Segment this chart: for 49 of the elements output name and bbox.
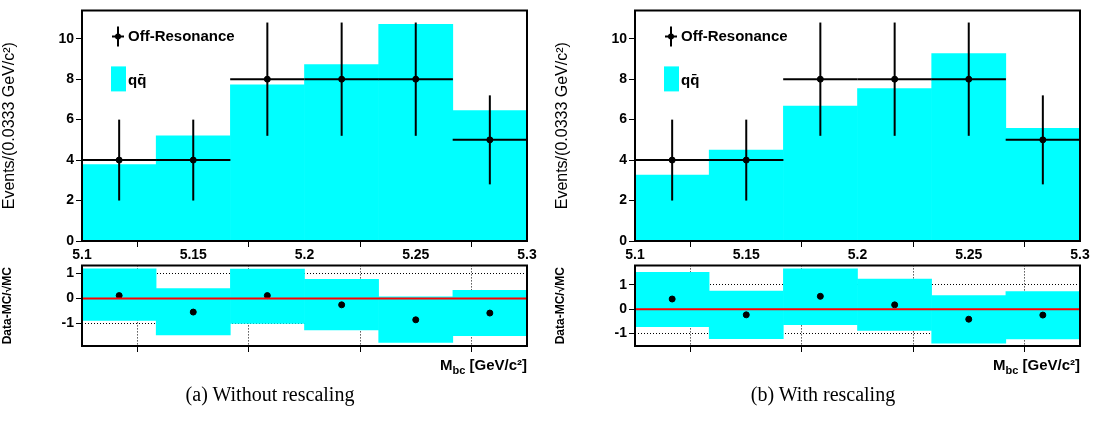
legend-label: qq̄ xyxy=(128,70,147,88)
y-tick-label: 1 xyxy=(619,275,628,292)
y-tick-label: 0 xyxy=(66,289,75,306)
x-tick-label: 5.25 xyxy=(402,246,430,263)
x-tick-label: 5.3 xyxy=(1070,246,1090,263)
y-tick-label: 8 xyxy=(66,70,75,87)
y-tick-label: 6 xyxy=(619,110,628,127)
legend-label: Off-Resonance xyxy=(128,26,235,44)
x-tick-label: 5.2 xyxy=(294,246,315,263)
x-tick-label: 5.3 xyxy=(517,246,537,263)
y-tick-label: 0 xyxy=(619,300,628,317)
y-tick-label: 4 xyxy=(619,150,628,167)
point xyxy=(412,316,420,324)
point xyxy=(816,292,824,300)
y-tick-label: 1 xyxy=(66,264,75,281)
y-tick-label: 10 xyxy=(58,29,75,46)
legend-label: Off-Resonance xyxy=(681,26,788,44)
legend-label: qq̄ xyxy=(681,70,700,88)
y-axis-title: Data-MC/√MC xyxy=(552,266,567,345)
y-tick-label: 6 xyxy=(66,110,75,127)
x-tick-label: 5.15 xyxy=(179,246,208,263)
x-tick-label: 5.2 xyxy=(847,246,868,263)
x-tick-label: 5.1 xyxy=(625,246,645,263)
y-axis-title: Events/(0.0333 GeV/c²) xyxy=(0,42,18,210)
point xyxy=(891,301,899,309)
x-tick-label: 5.15 xyxy=(732,246,761,263)
text: (a) Without rescaling xyxy=(185,383,355,407)
text: (b) With rescaling xyxy=(750,383,896,407)
point xyxy=(742,311,750,319)
y-axis-title: Events/(0.0333 GeV/c²) xyxy=(553,42,571,210)
x-tick-label: 5.25 xyxy=(955,246,983,263)
y-tick-label: 2 xyxy=(619,191,628,208)
point xyxy=(189,308,197,316)
y-tick-label: 8 xyxy=(619,70,628,87)
point xyxy=(338,301,346,309)
y-axis-title: Data-MC/√MC xyxy=(0,266,14,345)
point xyxy=(1039,311,1047,319)
point xyxy=(486,309,494,317)
y-tick-label: -1 xyxy=(61,314,75,331)
y-tick-label: -1 xyxy=(614,324,628,341)
x-tick-label: 5.1 xyxy=(72,246,92,263)
y-tick-label: 10 xyxy=(611,29,628,46)
point xyxy=(263,292,271,300)
point xyxy=(668,295,676,303)
point xyxy=(965,315,973,323)
y-tick-label: 0 xyxy=(66,231,75,248)
y-tick-label: 4 xyxy=(66,150,75,167)
y-tick-label: 2 xyxy=(66,191,75,208)
y-tick-label: 0 xyxy=(619,231,628,248)
